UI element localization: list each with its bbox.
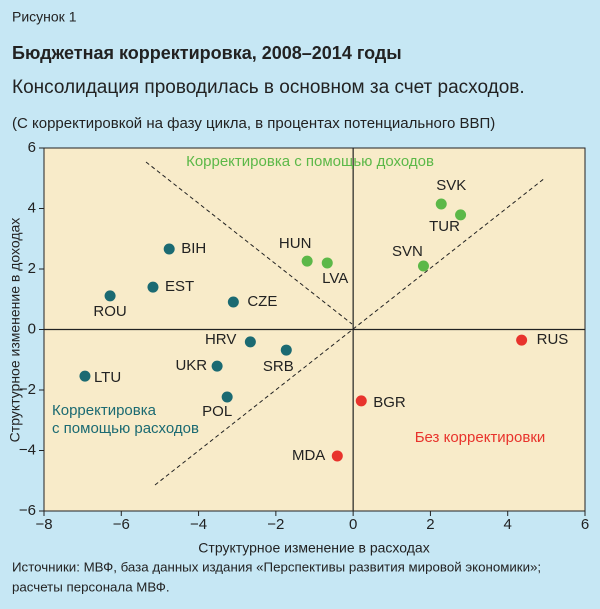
- y-tick-label: 2: [28, 260, 36, 277]
- point-label: SVN: [392, 243, 423, 260]
- divider-line: [145, 161, 353, 325]
- point: [163, 243, 175, 255]
- point-label: SVK: [436, 177, 466, 194]
- region-annotation: Корректировка: [52, 402, 157, 419]
- chart-subtitle: Консолидация проводилась в основном за с…: [12, 77, 525, 98]
- point: [435, 198, 447, 210]
- point: [516, 334, 528, 346]
- point-label: RUS: [537, 331, 569, 348]
- point-label: MDA: [292, 447, 325, 464]
- y-axis-label: Структурное изменение в доходах: [7, 218, 23, 443]
- point: [321, 257, 333, 269]
- point: [79, 370, 91, 382]
- x-tick-label: −8: [35, 516, 52, 533]
- y-tick-label: 6: [28, 139, 36, 156]
- source-note: Источники: МВФ, база данных издания «Пер…: [12, 560, 541, 575]
- point-label: LVA: [322, 270, 348, 287]
- point-label: CZE: [247, 293, 277, 310]
- region-annotation: Без корректировки: [415, 429, 546, 446]
- point: [244, 336, 256, 348]
- point-label: SRB: [263, 358, 294, 375]
- point: [455, 209, 467, 221]
- divider-line: [154, 177, 546, 486]
- point: [417, 260, 429, 272]
- point: [104, 290, 116, 302]
- point: [211, 360, 223, 372]
- point-label: POL: [202, 403, 232, 420]
- point: [280, 344, 292, 356]
- region-annotation: Корректировка с помощью доходов: [186, 153, 434, 170]
- point: [147, 281, 159, 293]
- x-tick-label: −6: [113, 516, 130, 533]
- y-tick-label: −4: [19, 441, 36, 458]
- point: [331, 450, 343, 462]
- y-tick-label: 0: [28, 320, 36, 337]
- point: [221, 391, 233, 403]
- chart-title: Бюджетная корректировка, 2008–2014 годы: [12, 43, 402, 63]
- point-label: BIH: [181, 240, 206, 257]
- point: [227, 296, 239, 308]
- point-label: UKR: [175, 357, 207, 374]
- point-label: EST: [165, 278, 194, 295]
- figure-label: Рисунок 1: [12, 9, 77, 25]
- point: [301, 255, 313, 267]
- source-note: расчеты персонала МВФ.: [12, 580, 170, 595]
- point-label: TUR: [429, 218, 460, 235]
- x-axis-label: Структурное изменение в расходах: [198, 540, 429, 556]
- x-tick-label: −2: [267, 516, 284, 533]
- point: [355, 395, 367, 407]
- x-tick-label: 0: [349, 516, 357, 533]
- point-label: LTU: [94, 369, 121, 386]
- point-label: HRV: [205, 331, 236, 348]
- x-tick-label: −4: [190, 516, 207, 533]
- y-tick-label: −2: [19, 381, 36, 398]
- point-label: BGR: [373, 394, 406, 411]
- chart-note: (С корректировкой на фазу цикла, в проце…: [12, 115, 495, 132]
- point-label: ROU: [93, 303, 126, 320]
- region-annotation: с помощью расходов: [52, 420, 199, 437]
- point-label: HUN: [279, 235, 312, 252]
- x-tick-label: 2: [426, 516, 434, 533]
- y-tick-label: −6: [19, 502, 36, 519]
- x-tick-label: 4: [504, 516, 512, 533]
- x-tick-label: 6: [581, 516, 589, 533]
- y-tick-label: 4: [28, 199, 36, 216]
